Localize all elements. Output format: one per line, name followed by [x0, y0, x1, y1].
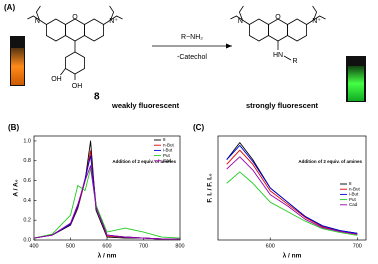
x-tick-label: 400 — [29, 243, 38, 249]
bond — [249, 18, 269, 42]
y-tick-label: 0.8 — [23, 158, 31, 164]
legend-label: i-But — [163, 148, 173, 153]
y-tick-label: 1.0 — [23, 138, 31, 144]
atom-label: R — [292, 58, 297, 65]
plot-frame — [217, 135, 367, 241]
legend-label: n-But — [163, 142, 175, 147]
bond — [306, 5, 326, 25]
bond — [65, 18, 85, 42]
reagent: R−NH₂ — [181, 34, 203, 41]
legend-label: Put — [163, 153, 171, 158]
legend-label: Put — [349, 197, 357, 202]
panel-label: (A) — [4, 3, 15, 12]
x-tick-label: 600 — [266, 243, 275, 249]
legend-label: 8 — [349, 181, 352, 186]
caption: weakly fluorescent — [111, 101, 180, 110]
bond — [60, 68, 76, 80]
byproduct: -Catechol — [177, 54, 207, 61]
bond — [103, 5, 123, 25]
x-tick-label: 700 — [139, 243, 148, 249]
caption: strongly fluorescent — [246, 101, 319, 110]
bond — [230, 5, 250, 25]
legend-label: Cad — [349, 202, 358, 207]
atom-label: HN — [273, 52, 283, 59]
arrow-head — [226, 43, 232, 49]
y-tick-label: 0.2 — [23, 218, 31, 224]
bond — [27, 5, 47, 25]
compound-number: 8 — [94, 92, 100, 103]
atom-label: N⁺ — [109, 18, 118, 25]
x-axis-label: λ / nm — [98, 252, 117, 260]
legend-label: i-But — [349, 192, 359, 197]
bond — [283, 55, 292, 61]
series-line — [226, 171, 358, 236]
vial-solution — [11, 48, 24, 85]
atom-label: OH — [51, 76, 62, 83]
atom-label: N — [238, 18, 243, 25]
plot-frame — [33, 135, 181, 241]
panel-label: (B) — [8, 123, 19, 132]
y-tick-label: 0.0 — [23, 237, 31, 243]
x-tick-label: 800 — [175, 243, 184, 249]
series-line — [226, 156, 358, 235]
annotation: Addition of 2 equiv. of amines — [298, 159, 362, 164]
y-axis-label: F. I. / F. I.₀ — [207, 173, 214, 202]
atom-label: OH — [72, 83, 83, 90]
legend-label: Cad — [163, 158, 172, 163]
series-line — [226, 142, 358, 234]
scheme: (A) R−NH₂ -Catechol 8 weakly fluorescent… — [4, 3, 366, 110]
bond — [84, 18, 104, 42]
series-line — [226, 145, 358, 234]
y-tick-label: 0.6 — [23, 178, 31, 184]
bond — [268, 18, 288, 42]
panel-label: (C) — [193, 123, 204, 132]
y-axis-label: A / A₀ — [13, 179, 20, 196]
atom-label: N⁺ — [312, 18, 321, 25]
bond — [287, 18, 307, 42]
x-axis-label: λ / nm — [283, 252, 302, 260]
series-line — [33, 168, 181, 239]
legend-label: 8 — [163, 137, 166, 142]
x-tick-label: 600 — [102, 243, 111, 249]
series-line — [33, 155, 180, 240]
atom-label: O — [275, 14, 281, 21]
series-line — [33, 165, 180, 240]
atom-label: N — [35, 18, 40, 25]
vial-solution — [348, 66, 364, 101]
legend-label: n-But — [349, 186, 361, 191]
x-tick-label: 500 — [66, 243, 75, 249]
annotation: Addition of 2 equiv. of amines — [112, 159, 176, 164]
bond — [65, 51, 85, 75]
y-tick-label: 0.4 — [23, 198, 31, 204]
bond — [46, 18, 66, 42]
x-tick-label: 700 — [353, 243, 362, 249]
atom-label: O — [72, 14, 78, 21]
